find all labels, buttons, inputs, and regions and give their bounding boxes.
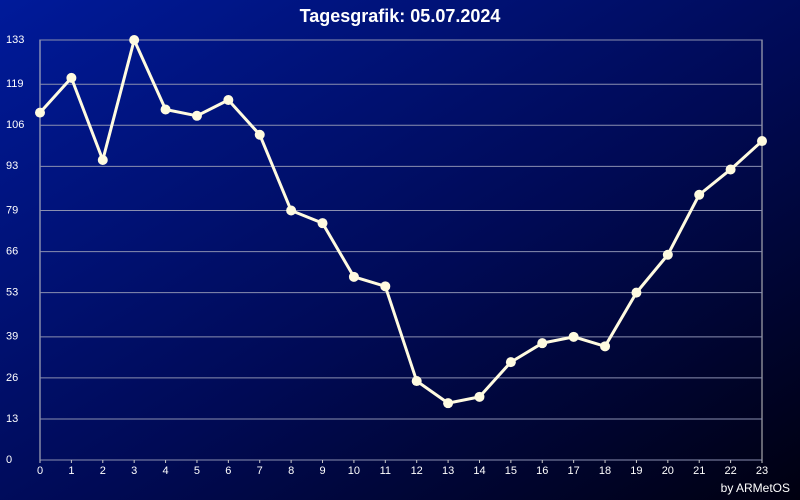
data-point — [348, 271, 359, 282]
y-tick-label: 133 — [6, 34, 24, 46]
x-tick-label: 13 — [442, 465, 454, 477]
data-point — [757, 136, 767, 147]
x-tick-label: 17 — [568, 465, 580, 477]
x-tick-label: 8 — [288, 465, 294, 477]
y-tick-label: 93 — [6, 160, 18, 172]
x-tick-label: 6 — [225, 465, 231, 477]
x-tick-label: 7 — [257, 465, 263, 477]
data-point — [254, 129, 265, 140]
data-point — [411, 376, 422, 387]
data-point — [694, 189, 705, 200]
data-point — [443, 398, 454, 409]
data-point — [129, 35, 140, 45]
data-point — [223, 95, 234, 105]
x-tick-label: 4 — [163, 465, 169, 477]
data-point — [97, 155, 108, 165]
x-tick-label: 14 — [473, 465, 485, 477]
data-point — [568, 331, 579, 342]
y-tick-label: 106 — [6, 119, 24, 131]
credit: by ARMetOS — [721, 481, 790, 495]
x-tick-label: 3 — [131, 465, 137, 477]
data-point — [66, 72, 77, 83]
data-point — [191, 110, 202, 121]
data-point — [662, 249, 673, 260]
x-tick-label: 22 — [724, 465, 736, 477]
x-tick-label: 2 — [100, 465, 106, 477]
data-point — [160, 104, 171, 115]
data-point — [474, 391, 485, 402]
x-tick-label: 10 — [348, 465, 360, 477]
y-tick-label: 26 — [6, 372, 18, 384]
x-tick-label: 16 — [536, 465, 548, 477]
x-tick-label: 1 — [68, 465, 74, 477]
x-tick-label: 23 — [756, 465, 768, 477]
x-tick-label: 5 — [194, 465, 200, 477]
x-tick-label: 18 — [599, 465, 611, 477]
x-tick-label: 21 — [693, 465, 705, 477]
y-tick-label: 79 — [6, 204, 18, 216]
data-line — [38, 38, 764, 405]
y-tick-label: 39 — [6, 331, 18, 343]
data-point — [600, 341, 611, 352]
data-point — [35, 107, 45, 118]
x-tick-label: 19 — [630, 465, 642, 477]
chart-title: Tagesgrafik: 05.07.2024 — [300, 6, 501, 26]
y-tick-label: 0 — [6, 454, 12, 466]
data-point — [380, 281, 391, 292]
x-tick-label: 9 — [319, 465, 325, 477]
data-point — [505, 357, 516, 368]
data-point — [537, 338, 548, 349]
y-tick-label: 66 — [6, 245, 18, 257]
y-tick-label: 13 — [6, 413, 18, 425]
data-point — [286, 205, 297, 216]
x-tick-label: 11 — [380, 465, 391, 477]
y-tick-label: 53 — [6, 287, 18, 299]
data-point — [631, 287, 642, 298]
x-tick-label: 15 — [505, 465, 517, 477]
data-point — [317, 218, 328, 229]
y-tick-label: 119 — [6, 78, 24, 90]
x-tick-label: 20 — [662, 465, 674, 477]
data-point — [725, 164, 736, 175]
x-tick-label: 12 — [411, 465, 423, 477]
x-tick-label: 0 — [37, 465, 43, 477]
